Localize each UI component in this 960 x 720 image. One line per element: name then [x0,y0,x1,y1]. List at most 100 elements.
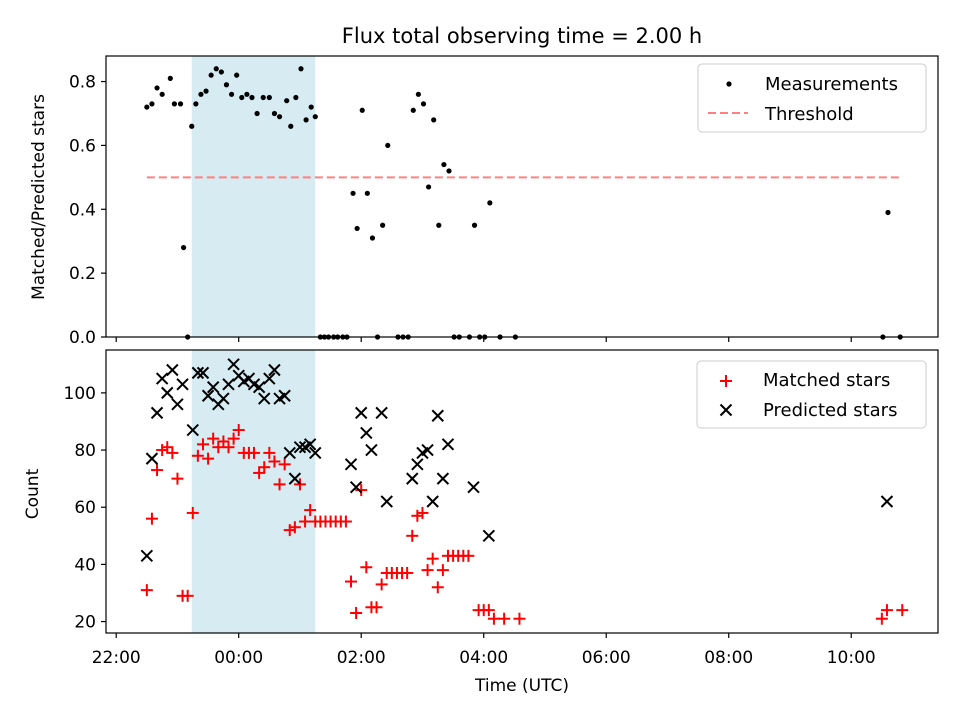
predicted-star-point [880,495,894,508]
measurement-point [271,110,278,117]
measurement-point [359,107,365,113]
measurement-point [298,66,304,72]
matched-star-point [171,472,184,485]
predicted-star-point [222,378,235,391]
bottom-y-tick-label: 40 [74,555,96,575]
predicted-star-point-b [309,446,322,460]
matched-star-point [487,612,500,625]
bottom-y-tick-label: 20 [74,613,96,633]
predicted-star-point [258,392,271,405]
matched-star-point [232,424,245,437]
measurement-point [276,114,283,120]
matched-star-point [406,529,419,542]
predicted-star-point [186,423,199,437]
predicted-star-point-b [161,386,174,400]
matched-star-point [227,432,240,445]
predicted-star-point [355,406,368,420]
predicted-star-point [206,380,220,394]
predicted-star-point-b [268,363,281,377]
measurement-point [308,104,314,110]
predicted-star-point-b [375,406,388,420]
predicted-star-point [171,398,184,411]
top-y-tick-label: 0.0 [69,328,96,348]
matched-star-point [462,549,475,562]
predicted-star-point [360,426,373,440]
matched-star-point [156,444,169,457]
predicted-star-point [380,495,393,508]
measurement-point [441,161,447,168]
x-tick-label: 00:00 [214,648,263,668]
top-y-axis-label: Matched/Predicted stars [29,94,49,300]
x-axis-label: Time (UTC) [474,676,569,696]
matched-star-point [166,446,179,459]
predicted-star-point [161,386,174,400]
legend-plus [720,375,732,387]
measurement-point [154,85,160,91]
bottom-y-tick-label: 60 [74,498,96,518]
predicted-star-point [196,366,210,380]
predicted-star-point [344,458,358,471]
top-panel: 0.00.20.40.60.8 Matched/Predicted stars … [29,55,939,348]
legend-cross [719,403,733,417]
predicted-star-point [482,529,496,543]
predicted-star-point [431,409,444,422]
matched-star-point [196,438,209,451]
measurement-point [189,123,195,129]
measurement-point [471,222,478,228]
predicted-star-point-b [421,443,434,457]
predicted-star-point [227,358,240,371]
predicted-star-point [411,458,424,471]
measurement-point [193,101,199,107]
bottom-axes-frame [105,349,939,634]
measurement-point [425,184,432,190]
measurement-point [234,72,240,78]
predicted-star-point-b [365,443,378,457]
predicted-star-point-b [201,389,215,402]
top-y-tick-label: 0.2 [69,264,96,284]
legend-matched-label: Matched stars [763,370,890,391]
predicted-star-point [217,392,230,405]
measurement-point [203,88,209,94]
predicted-star-point [441,438,455,451]
predicted-star-point-b [263,372,276,385]
matched-star-point [140,584,153,597]
measurement-point [415,91,421,97]
predicted-star-point-b [247,378,261,391]
predicted-star-point-b [196,366,210,380]
bottom-y-tick-label: 80 [74,441,96,461]
matched-star-point [350,606,363,619]
measurement-point [218,69,224,75]
predicted-star-point-b [206,380,220,394]
predicted-star-point-b [171,398,184,411]
predicted-star-point [252,380,266,394]
measurement-point [167,75,173,81]
predicted-star-point [268,363,281,377]
measurement-point [249,94,255,101]
legend-cross-b [719,403,733,417]
measurement-point [228,91,235,97]
predicted-star-point [166,363,179,377]
predicted-star-point-b [406,472,419,485]
predicted-star-point [375,406,388,420]
predicted-star-point-b [344,458,358,471]
matched-star-point [207,432,220,445]
measurement-point [369,235,376,241]
matched-star-point [896,604,909,617]
predicted-star-point-b [191,366,205,380]
legend-matched-marker [720,375,732,387]
x-tick-label: 04:00 [459,648,508,668]
matched-star-point [339,515,352,528]
measurement-point [213,66,219,72]
predicted-star-point-b [380,495,393,508]
predicted-star-point-b [283,446,296,460]
bottom-x-ticks: 22:00 00:00 02:00 04:00 06:00 08:00 10:00 [92,633,876,668]
measurement-point [354,225,360,232]
predicted-star-point-b [288,472,302,485]
legend-measurements-label: Measurements [765,74,898,95]
legend-predicted-label: Predicted stars [763,400,897,421]
matched-star-point [253,466,266,479]
predicted-star-point-b [140,549,154,563]
measurement-point [380,222,386,228]
predicted-star-point [436,472,450,485]
